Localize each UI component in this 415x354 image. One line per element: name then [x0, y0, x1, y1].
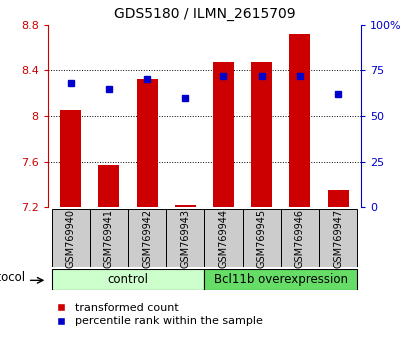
- Text: protocol: protocol: [0, 271, 26, 284]
- Text: GSM769941: GSM769941: [104, 209, 114, 268]
- Bar: [243, 209, 281, 267]
- Text: GSM769946: GSM769946: [295, 209, 305, 268]
- Bar: [251, 62, 272, 207]
- Text: GSM769945: GSM769945: [257, 209, 267, 268]
- Bar: [51, 269, 204, 290]
- Bar: [289, 34, 310, 207]
- Bar: [128, 209, 166, 267]
- Text: GSM769944: GSM769944: [218, 209, 229, 268]
- Text: GSM769940: GSM769940: [66, 209, 76, 268]
- Bar: [166, 209, 204, 267]
- Text: Bcl11b overexpression: Bcl11b overexpression: [214, 273, 348, 286]
- Bar: [319, 209, 357, 267]
- Bar: [60, 110, 81, 207]
- Text: GSM769943: GSM769943: [180, 209, 190, 268]
- Bar: [205, 269, 357, 290]
- Text: GSM769947: GSM769947: [333, 209, 343, 268]
- Text: control: control: [107, 273, 149, 286]
- Bar: [327, 190, 349, 207]
- Bar: [281, 209, 319, 267]
- Title: GDS5180 / ILMN_2615709: GDS5180 / ILMN_2615709: [114, 7, 295, 21]
- Bar: [205, 209, 242, 267]
- Text: GSM769942: GSM769942: [142, 209, 152, 268]
- Bar: [98, 165, 120, 207]
- Bar: [51, 209, 90, 267]
- Legend: transformed count, percentile rank within the sample: transformed count, percentile rank withi…: [45, 299, 267, 331]
- Bar: [213, 62, 234, 207]
- Bar: [90, 209, 128, 267]
- Bar: [175, 205, 196, 207]
- Bar: [137, 80, 158, 207]
